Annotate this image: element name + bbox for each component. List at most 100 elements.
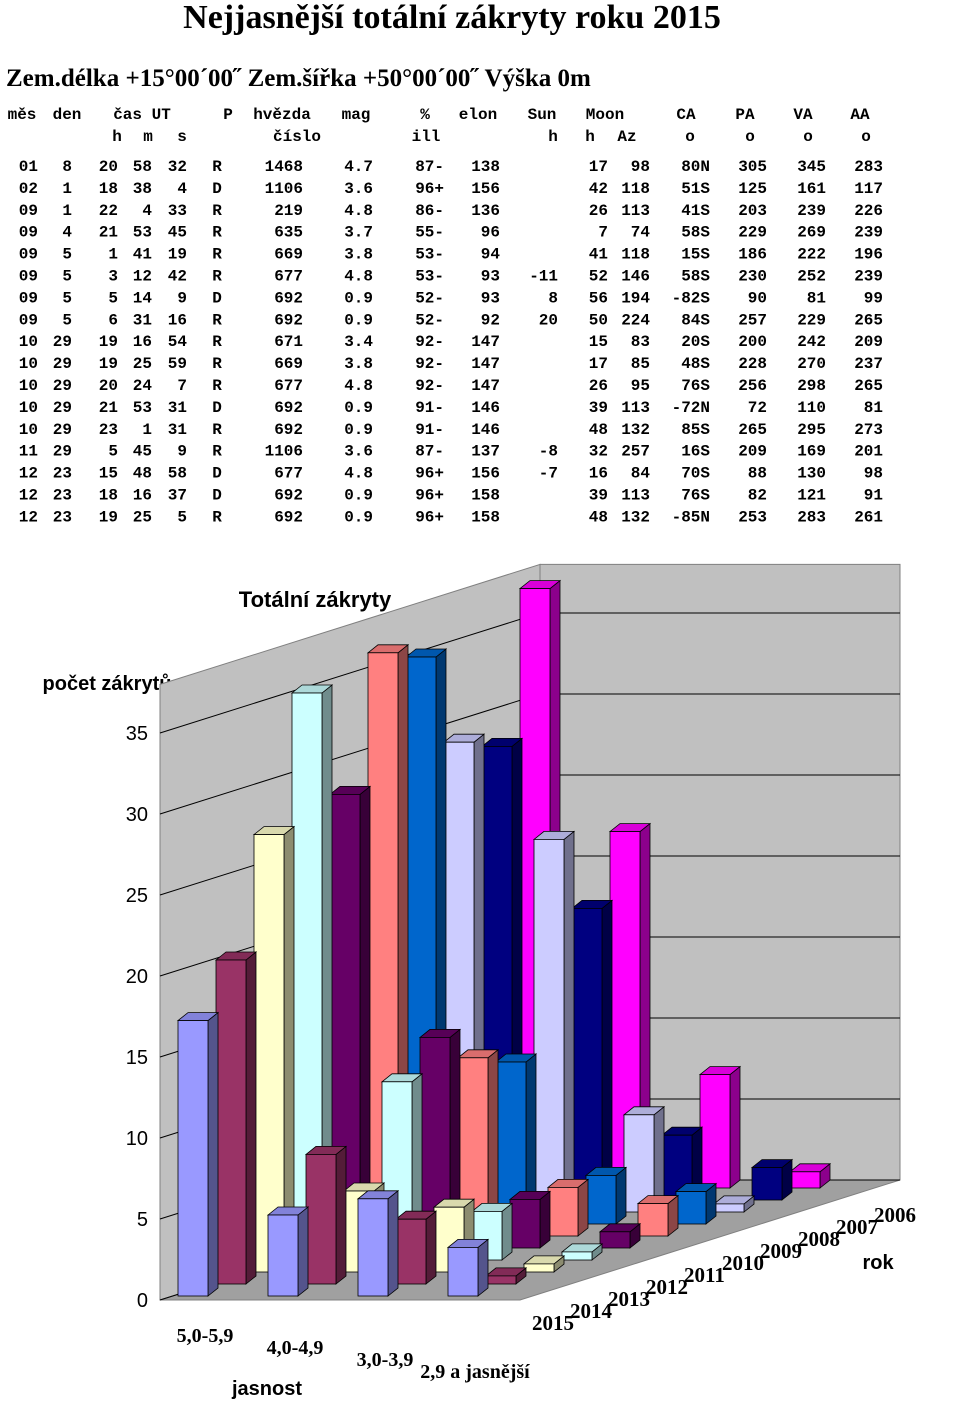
table-cell: 48S (681, 355, 710, 373)
table-cell: 52- (415, 311, 444, 329)
bar (267, 1214, 299, 1297)
table-cell: 96+ (415, 508, 444, 526)
table-cell: R (212, 377, 222, 395)
table-cell: 21 (99, 224, 118, 242)
table-cell: 19 (99, 333, 118, 351)
column-header: elon (459, 106, 497, 124)
table-cell: 7 (177, 377, 187, 395)
table-cell: 118 (621, 180, 650, 198)
table-cell: 9 (177, 289, 187, 307)
column-header: měs (8, 106, 37, 124)
year-label: 2007 (836, 1215, 878, 1239)
table-cell: 96+ (415, 487, 444, 505)
table-cell: 136 (471, 202, 500, 220)
column-header: CA (676, 106, 696, 124)
bar-side (501, 1202, 513, 1261)
table-cell: 85 (631, 355, 650, 373)
table-cell: 10 (19, 399, 38, 417)
table-cell: 19 (168, 246, 187, 264)
table-cell: 201 (854, 443, 883, 461)
table-cell: 45 (168, 224, 187, 242)
table-cell: 200 (738, 333, 767, 351)
table-cell: 692 (274, 311, 303, 329)
table-cell: 3.6 (344, 180, 373, 198)
table-cell: 93 (481, 268, 500, 286)
table-cell: R (212, 508, 222, 526)
column-subheader: m (143, 128, 153, 146)
table-cell: 671 (274, 333, 303, 351)
y-tick-label: 35 (126, 723, 148, 745)
table-cell: 3.8 (344, 355, 373, 373)
table-cell: 74 (631, 224, 651, 242)
table-cell: 257 (621, 443, 650, 461)
table-cell: R (212, 443, 222, 461)
table-cell: 269 (797, 224, 826, 242)
table-cell: 12 (19, 508, 38, 526)
table-cell: 1468 (265, 158, 303, 176)
table-cell: 81 (807, 289, 826, 307)
table-cell: 76S (681, 487, 710, 505)
table-cell: 692 (274, 421, 303, 439)
table-cell: 237 (854, 355, 883, 373)
table-cell: 0.9 (344, 421, 373, 439)
table-cell: 5 (108, 443, 118, 461)
table-cell: 4.8 (344, 268, 373, 286)
bar (523, 1263, 555, 1273)
table-cell: 256 (738, 377, 767, 395)
table-cell: 5 (62, 289, 72, 307)
table-cell: 21 (99, 399, 118, 417)
table-cell: 692 (274, 508, 303, 526)
table-cell: 20 (99, 158, 118, 176)
table-cell: 1 (62, 180, 72, 198)
table-cell: 23 (99, 421, 118, 439)
table-cell: 58S (681, 224, 710, 242)
bar (177, 1020, 209, 1297)
year-label: 2014 (570, 1299, 613, 1323)
table-cell: 226 (854, 202, 883, 220)
table-cell: -8 (539, 443, 558, 461)
column-header: den (53, 106, 82, 124)
table-cell: 53- (415, 246, 444, 264)
table-cell: 19 (99, 355, 118, 373)
table-cell: 48 (589, 508, 608, 526)
table-cell: 345 (797, 158, 826, 176)
table-cell: -85N (672, 508, 710, 526)
table-cell: 09 (19, 246, 38, 264)
x-tick-label: 2,9 a jasnější (420, 1361, 530, 1383)
table-cell: 196 (854, 246, 883, 264)
table-cell: 0.9 (344, 487, 373, 505)
table-cell: 146 (471, 421, 500, 439)
table-cell: 4.8 (344, 202, 373, 220)
table-cell: 7 (598, 224, 608, 242)
table-cell: 239 (854, 224, 883, 242)
table-cell: 132 (621, 508, 650, 526)
table-cell: 15 (589, 333, 608, 351)
table-cell: 29 (53, 421, 72, 439)
table-cell: 12 (133, 268, 152, 286)
x-axis-label: jasnost (231, 1378, 302, 1400)
column-header: VA (793, 106, 813, 124)
table-cell: 298 (797, 377, 826, 395)
table-cell: 4 (177, 180, 187, 198)
table-cell: 16 (168, 311, 187, 329)
table-cell: 4.8 (344, 377, 373, 395)
table-cell: 228 (738, 355, 767, 373)
doc-title: Nejjasnější totální zákryty roku 2015 (183, 0, 721, 36)
column-subheader: h (548, 128, 558, 146)
table-cell: 18 (99, 487, 118, 505)
table-cell: 692 (274, 289, 303, 307)
table-cell: 669 (274, 355, 303, 373)
table-cell: 83 (631, 333, 650, 351)
table-cell: 273 (854, 421, 883, 439)
table-cell: 147 (471, 333, 500, 351)
table-cell: 72 (748, 399, 767, 417)
bar-side (477, 1238, 489, 1297)
table-cell: R (212, 158, 222, 176)
table-cell: 156 (471, 180, 500, 198)
table-cell: 14 (133, 289, 153, 307)
table-cell: 9 (177, 443, 187, 461)
table-cell: 252 (797, 268, 826, 286)
table-cell: 12 (19, 465, 38, 483)
table-cell: 54 (168, 333, 188, 351)
